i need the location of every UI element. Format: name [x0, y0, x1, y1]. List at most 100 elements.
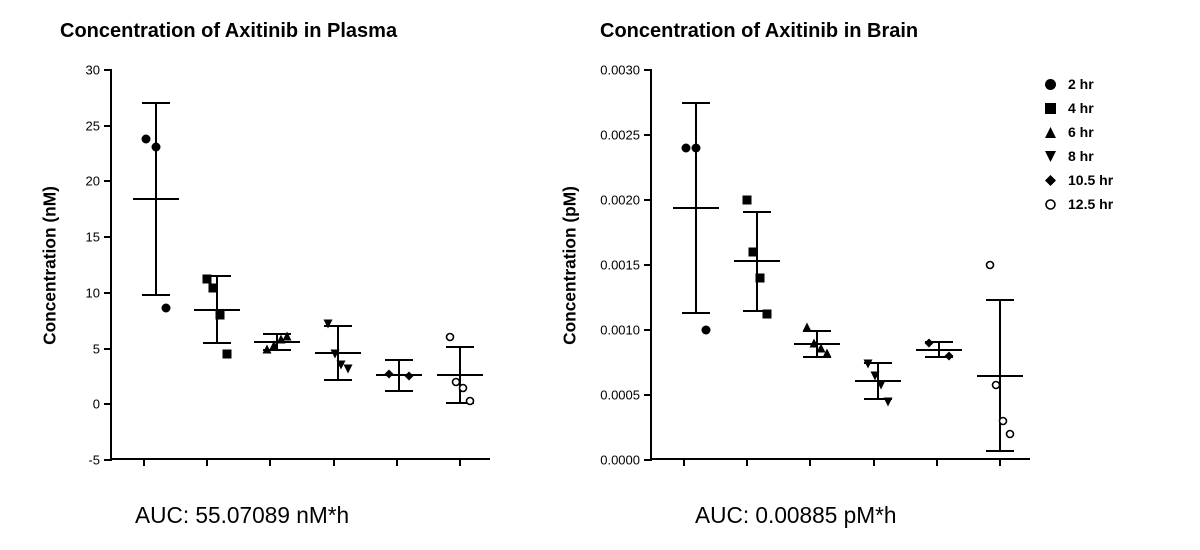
xtick [999, 458, 1001, 466]
xtick [333, 458, 335, 466]
ytick [644, 199, 652, 201]
xtick [206, 458, 208, 466]
data-point [742, 196, 751, 205]
ytick-label: 0.0010 [600, 323, 640, 338]
errorbar-cap [682, 312, 710, 314]
ytick [104, 180, 112, 182]
ytick [104, 69, 112, 71]
data-point [404, 372, 413, 381]
ytick-label: -5 [88, 453, 100, 468]
data-point [1005, 430, 1014, 439]
mean-bar [977, 375, 1023, 377]
triangle-down-filled-icon [1040, 146, 1060, 166]
legend-item: 4 hr [1040, 96, 1113, 120]
ytick-label: 25 [86, 118, 100, 133]
ytick-label: 5 [93, 341, 100, 356]
mean-bar [734, 260, 780, 262]
data-point [344, 364, 353, 373]
plasma-plot-area: -5051015202530 [110, 70, 490, 460]
ytick-label: 30 [86, 63, 100, 78]
data-point [459, 383, 468, 392]
triangle-up-filled-icon [1040, 122, 1060, 142]
data-point [924, 339, 933, 348]
ytick [104, 292, 112, 294]
ytick [104, 125, 112, 127]
errorbar-cap [446, 346, 474, 348]
legend-label: 12.5 hr [1068, 196, 1113, 212]
xtick [459, 458, 461, 466]
errorbar-cap [203, 342, 231, 344]
errorbar-cap [324, 379, 352, 381]
data-point [681, 144, 690, 153]
brain-plot-layer [652, 70, 1030, 458]
circle-filled-icon [1040, 74, 1060, 94]
errorbar-cap [682, 102, 710, 104]
mean-bar [133, 198, 179, 200]
data-point [215, 311, 224, 320]
ytick-label: 0.0005 [600, 388, 640, 403]
ytick-label: 0.0025 [600, 128, 640, 143]
data-point [330, 350, 339, 359]
legend-item: 6 hr [1040, 120, 1113, 144]
square-filled-icon [1040, 98, 1060, 118]
ytick [644, 459, 652, 461]
data-point [992, 380, 1001, 389]
plasma-ylabel: Concentration (nM) [40, 116, 61, 416]
mean-bar [376, 374, 422, 376]
data-point [985, 261, 994, 270]
brain-auc-text: AUC: 0.00885 pM*h [695, 502, 897, 529]
errorbar-cap [743, 211, 771, 213]
ytick [104, 403, 112, 405]
ytick-label: 0 [93, 397, 100, 412]
ytick-label: 10 [86, 285, 100, 300]
plasma-plot-layer [112, 70, 490, 458]
data-point [222, 350, 231, 359]
ytick [104, 236, 112, 238]
xtick [809, 458, 811, 466]
panel-brain-title: Concentration of Axitinib in Brain [600, 20, 918, 43]
ytick-label: 15 [86, 230, 100, 245]
legend-item: 10.5 hr [1040, 168, 1113, 192]
data-point [877, 380, 886, 389]
brain-plot-area: 0.00000.00050.00100.00150.00200.00250.00… [650, 70, 1030, 460]
data-point [202, 275, 211, 284]
data-point [384, 370, 393, 379]
data-point [944, 352, 953, 361]
xtick [936, 458, 938, 466]
data-point [283, 332, 292, 341]
ytick [644, 69, 652, 71]
ytick-label: 0.0030 [600, 63, 640, 78]
ytick [104, 348, 112, 350]
xtick [746, 458, 748, 466]
data-point [161, 304, 170, 313]
circle-open-icon [1040, 194, 1060, 214]
panel-plasma-title: Concentration of Axitinib in Plasma [60, 20, 397, 43]
ytick [644, 264, 652, 266]
diamond-filled-icon [1040, 170, 1060, 190]
data-point [701, 326, 710, 335]
ytick-label: 0.0000 [600, 453, 640, 468]
data-point [749, 248, 758, 257]
data-point [465, 396, 474, 405]
legend-label: 2 hr [1068, 76, 1094, 92]
legend-label: 10.5 hr [1068, 172, 1113, 188]
data-point [823, 349, 832, 358]
xtick [396, 458, 398, 466]
data-point [141, 135, 150, 144]
ytick-label: 20 [86, 174, 100, 189]
errorbar-cap [986, 299, 1014, 301]
errorbar-cap [142, 294, 170, 296]
data-point [870, 371, 879, 380]
legend-label: 8 hr [1068, 148, 1094, 164]
mean-bar [437, 374, 483, 376]
data-point [864, 359, 873, 368]
errorbar-cap [385, 359, 413, 361]
data-point [755, 274, 764, 283]
brain-ylabel: Concentration (pM) [560, 116, 581, 416]
xtick [683, 458, 685, 466]
mean-bar [673, 207, 719, 209]
data-point [324, 320, 333, 329]
data-point [884, 397, 893, 406]
legend-label: 6 hr [1068, 124, 1094, 140]
legend-item: 2 hr [1040, 72, 1113, 96]
